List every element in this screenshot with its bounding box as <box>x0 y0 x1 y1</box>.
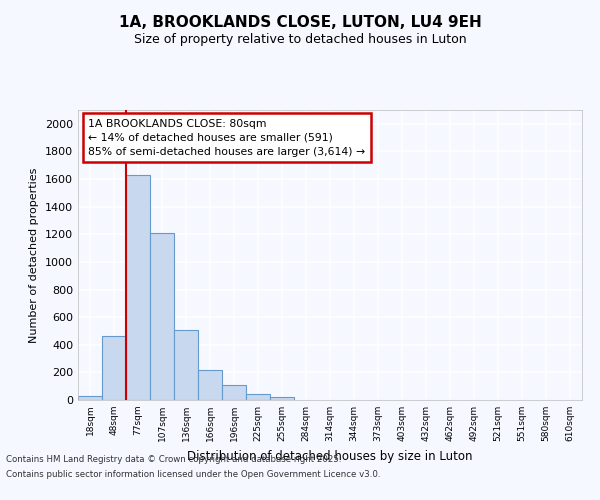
Bar <box>102 336 126 400</box>
Text: Size of property relative to detached houses in Luton: Size of property relative to detached ho… <box>134 32 466 46</box>
Bar <box>222 385 246 400</box>
Text: Contains public sector information licensed under the Open Government Licence v3: Contains public sector information licen… <box>6 470 380 479</box>
Text: Contains HM Land Registry data © Crown copyright and database right 2025.: Contains HM Land Registry data © Crown c… <box>6 455 341 464</box>
Text: 1A, BROOKLANDS CLOSE, LUTON, LU4 9EH: 1A, BROOKLANDS CLOSE, LUTON, LU4 9EH <box>119 15 481 30</box>
Text: 1A BROOKLANDS CLOSE: 80sqm
← 14% of detached houses are smaller (591)
85% of sem: 1A BROOKLANDS CLOSE: 80sqm ← 14% of deta… <box>88 118 365 156</box>
Bar <box>78 396 102 400</box>
Bar <box>198 370 222 400</box>
Y-axis label: Number of detached properties: Number of detached properties <box>29 168 40 342</box>
Bar <box>246 394 270 400</box>
Bar <box>150 233 174 400</box>
Bar <box>126 175 150 400</box>
Bar <box>270 397 294 400</box>
X-axis label: Distribution of detached houses by size in Luton: Distribution of detached houses by size … <box>187 450 473 462</box>
Bar <box>174 330 198 400</box>
